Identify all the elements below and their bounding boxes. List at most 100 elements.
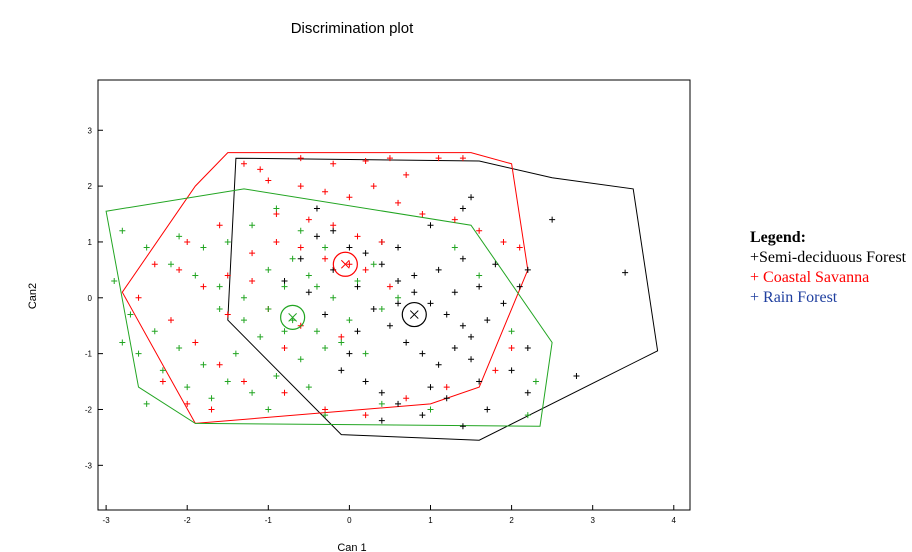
data-point <box>273 205 280 212</box>
data-point <box>516 283 523 290</box>
data-point <box>427 222 434 229</box>
data-point <box>200 361 207 368</box>
data-point <box>346 317 353 324</box>
data-point <box>135 294 142 301</box>
data-point <box>265 305 272 312</box>
data-point <box>532 378 539 385</box>
y-tick-label: -2 <box>85 405 93 414</box>
data-point <box>362 412 369 419</box>
data-point <box>476 283 483 290</box>
data-point <box>338 333 345 340</box>
data-point <box>484 317 491 324</box>
data-point <box>224 272 231 279</box>
data-point <box>468 333 475 340</box>
data-point <box>240 317 247 324</box>
data-point <box>338 339 345 346</box>
data-point <box>459 423 466 430</box>
data-point <box>305 272 312 279</box>
data-point <box>200 244 207 251</box>
data-point <box>435 361 442 368</box>
legend-entry-semi-deciduous: +Semi-deciduous Forest <box>750 249 907 266</box>
axis-ticks: -3 -2 -1 0 1 2 3 4 -3 -2 -1 0 1 2 3 <box>85 126 677 525</box>
data-point <box>411 272 418 279</box>
group-hulls <box>105 152 659 441</box>
data-point <box>176 266 183 273</box>
legend-entry-rain-forest: + Rain Forest <box>750 289 838 306</box>
data-point <box>386 155 393 162</box>
centroid-circle <box>332 251 358 277</box>
data-point <box>346 261 353 268</box>
data-point <box>524 266 531 273</box>
data-point <box>346 350 353 357</box>
data-point <box>281 283 288 290</box>
data-point <box>240 160 247 167</box>
data-point <box>451 289 458 296</box>
data-point <box>281 389 288 396</box>
data-point <box>184 384 191 391</box>
data-point <box>468 356 475 363</box>
data-point <box>419 211 426 218</box>
data-point <box>378 261 385 268</box>
x-tick-label: -1 <box>265 516 273 525</box>
data-point <box>184 238 191 245</box>
data-point <box>313 328 320 335</box>
x-tick-label: 2 <box>509 516 514 525</box>
x-tick-label: -3 <box>103 516 111 525</box>
data-point <box>216 361 223 368</box>
y-tick-label: 2 <box>88 182 93 191</box>
data-point <box>159 378 166 385</box>
data-point <box>297 356 304 363</box>
data-points <box>111 155 629 430</box>
data-point <box>549 216 556 223</box>
data-point <box>313 233 320 240</box>
data-point <box>395 300 402 307</box>
data-point <box>232 350 239 357</box>
x-tick-label: -2 <box>184 516 192 525</box>
data-point <box>216 283 223 290</box>
hull-polygon <box>227 157 659 441</box>
data-point <box>305 289 312 296</box>
data-point <box>476 378 483 385</box>
x-tick-label: 4 <box>672 516 677 525</box>
data-point <box>313 283 320 290</box>
data-point <box>297 227 304 234</box>
y-tick-label: 3 <box>88 126 93 135</box>
data-point <box>508 367 515 374</box>
data-point <box>176 233 183 240</box>
hull-polygon <box>121 152 529 424</box>
data-point <box>281 328 288 335</box>
y-tick-label: 0 <box>88 294 93 303</box>
chart-title: Discrimination plot <box>291 20 414 37</box>
data-point <box>500 238 507 245</box>
data-point <box>508 328 515 335</box>
data-point <box>451 216 458 223</box>
x-tick-label: 1 <box>428 516 433 525</box>
data-point <box>443 395 450 402</box>
data-point <box>484 406 491 413</box>
y-tick-label: -3 <box>85 461 93 470</box>
data-point <box>322 345 329 352</box>
data-point <box>297 183 304 190</box>
data-point <box>265 406 272 413</box>
data-point <box>273 238 280 245</box>
data-point <box>403 395 410 402</box>
data-point <box>265 177 272 184</box>
data-point <box>111 278 118 285</box>
data-point <box>419 412 426 419</box>
data-point <box>184 400 191 407</box>
y-tick-label: 1 <box>88 238 93 247</box>
data-point <box>281 345 288 352</box>
data-point <box>386 283 393 290</box>
data-point <box>127 311 134 318</box>
data-point <box>370 261 377 268</box>
data-point <box>143 244 150 251</box>
data-point <box>257 166 264 173</box>
data-point <box>249 389 256 396</box>
data-point <box>362 378 369 385</box>
data-point <box>322 412 329 419</box>
data-point <box>411 289 418 296</box>
data-point <box>378 389 385 396</box>
data-point <box>192 339 199 346</box>
data-point <box>354 283 361 290</box>
data-point <box>224 311 231 318</box>
